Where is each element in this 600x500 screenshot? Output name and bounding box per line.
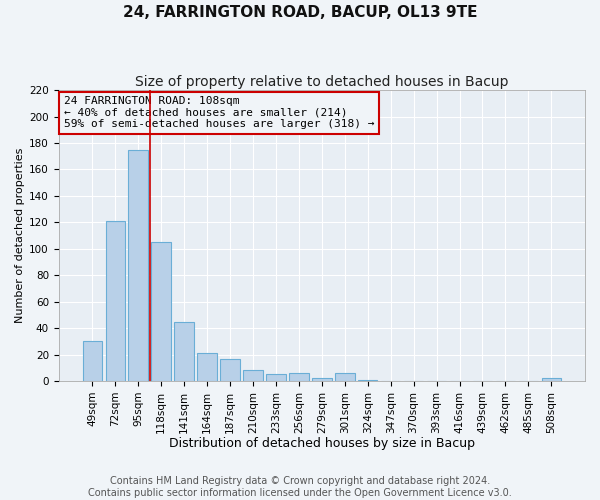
- Bar: [83, 342, 102, 381]
- Bar: [335, 373, 355, 381]
- Text: 24 FARRINGTON ROAD: 108sqm
← 40% of detached houses are smaller (214)
59% of sem: 24 FARRINGTON ROAD: 108sqm ← 40% of deta…: [64, 96, 374, 129]
- Y-axis label: Number of detached properties: Number of detached properties: [15, 148, 25, 324]
- X-axis label: Distribution of detached houses by size in Bacup: Distribution of detached houses by size …: [169, 437, 475, 450]
- Text: Contains HM Land Registry data © Crown copyright and database right 2024.
Contai: Contains HM Land Registry data © Crown c…: [88, 476, 512, 498]
- Bar: [312, 378, 332, 381]
- Bar: [542, 378, 561, 381]
- Bar: [106, 221, 125, 381]
- Bar: [175, 322, 194, 381]
- Title: Size of property relative to detached houses in Bacup: Size of property relative to detached ho…: [135, 75, 509, 89]
- Bar: [128, 150, 148, 381]
- Bar: [220, 358, 240, 381]
- Bar: [151, 242, 171, 381]
- Bar: [358, 380, 377, 381]
- Text: 24, FARRINGTON ROAD, BACUP, OL13 9TE: 24, FARRINGTON ROAD, BACUP, OL13 9TE: [123, 5, 477, 20]
- Bar: [197, 353, 217, 381]
- Bar: [289, 373, 308, 381]
- Bar: [243, 370, 263, 381]
- Bar: [266, 374, 286, 381]
